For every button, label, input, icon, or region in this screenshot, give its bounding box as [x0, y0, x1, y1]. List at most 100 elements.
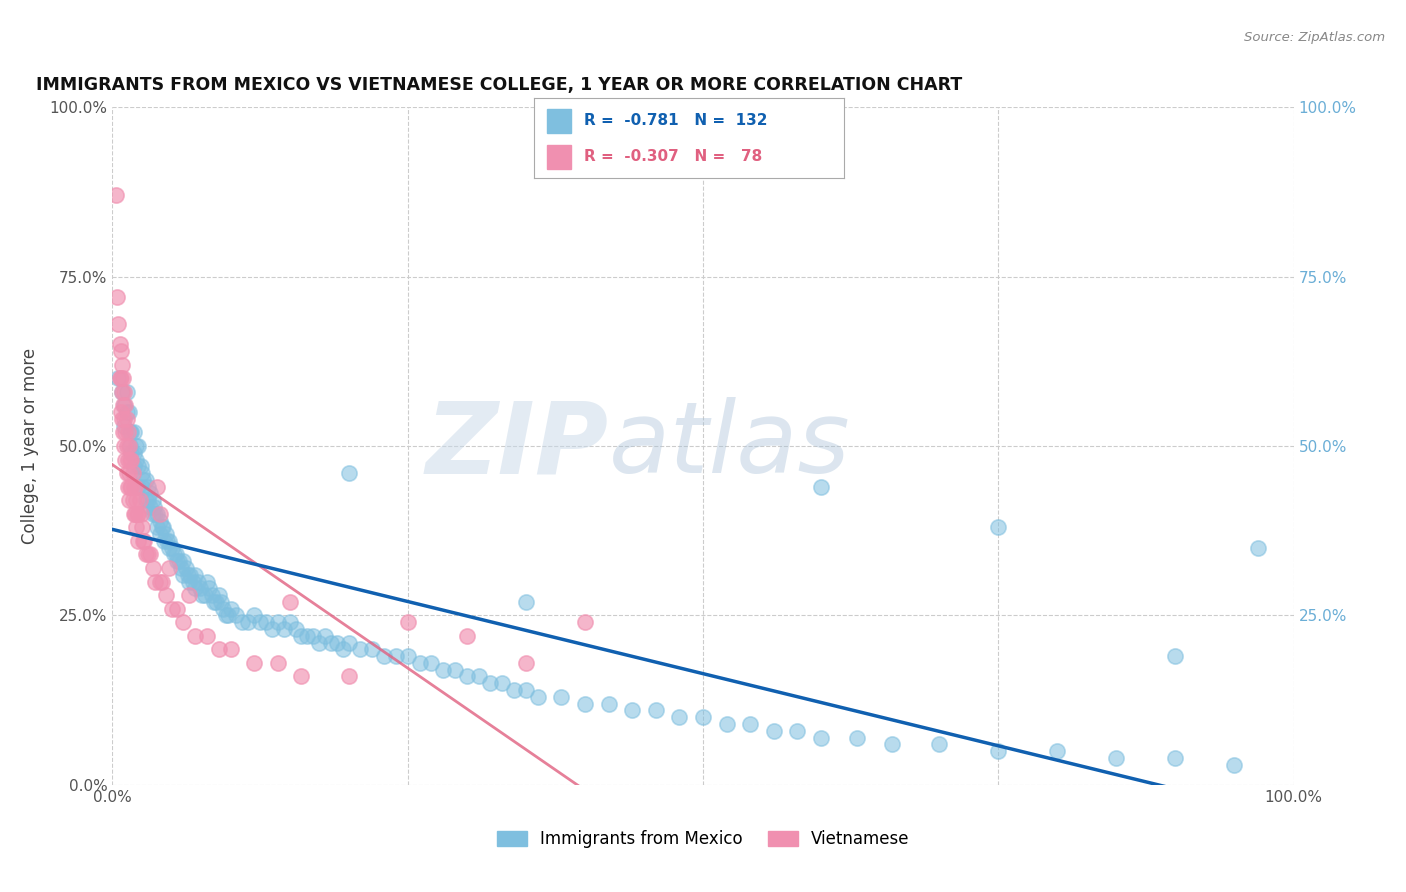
Point [121, 493, 143, 508]
Point [987, 520, 1010, 534]
Point [188, 582, 211, 596]
Point [157, 561, 180, 575]
Point [149, 574, 172, 589]
Point [146, 520, 169, 534]
Point [118, 439, 141, 453]
Point [644, 703, 666, 717]
Point [249, 615, 271, 630]
Point [420, 656, 443, 670]
Point [267, 656, 290, 670]
Point [160, 541, 183, 555]
Point [479, 676, 502, 690]
Point [122, 459, 145, 474]
Point [135, 473, 157, 487]
Point [515, 683, 537, 698]
Point [129, 459, 152, 474]
Point [297, 629, 319, 643]
Point [120, 480, 142, 494]
Point [165, 548, 187, 562]
Point [621, 703, 644, 717]
Point [111, 384, 134, 399]
Point [128, 493, 150, 508]
Point [278, 595, 301, 609]
Point [135, 548, 157, 562]
Point [444, 663, 467, 677]
Point [1247, 541, 1270, 555]
Point [120, 452, 142, 467]
Point [191, 588, 214, 602]
Point [503, 683, 526, 698]
Point [278, 615, 301, 630]
Point [107, 371, 129, 385]
Point [136, 493, 159, 508]
Point [209, 595, 232, 609]
Point [550, 690, 572, 704]
Point [179, 588, 201, 602]
Point [117, 425, 139, 440]
Point [105, 188, 128, 202]
Point [111, 358, 134, 372]
Point [179, 567, 201, 582]
Point [515, 656, 537, 670]
Point [117, 480, 139, 494]
Point [215, 608, 238, 623]
Point [125, 520, 148, 534]
Point [118, 466, 141, 480]
Point [987, 744, 1010, 758]
Point [219, 642, 242, 657]
Text: atlas: atlas [609, 398, 851, 494]
Text: ZIP: ZIP [426, 398, 609, 494]
Point [373, 649, 395, 664]
Point [149, 527, 172, 541]
Point [810, 731, 832, 745]
Point [456, 669, 478, 683]
Point [308, 635, 330, 649]
Point [361, 642, 384, 657]
Point [1164, 649, 1187, 664]
Point [166, 601, 188, 615]
Point [198, 582, 221, 596]
Point [127, 533, 149, 548]
Point [142, 493, 165, 508]
Point [810, 480, 832, 494]
Bar [547, 109, 571, 133]
Point [142, 507, 165, 521]
Point [186, 574, 208, 589]
Point [337, 635, 360, 649]
Point [121, 466, 143, 480]
Point [219, 601, 242, 615]
Point [1164, 751, 1187, 765]
Point [139, 486, 162, 500]
Point [740, 717, 762, 731]
Point [880, 737, 903, 751]
Point [142, 561, 165, 575]
Point [385, 649, 408, 664]
Point [122, 480, 145, 494]
Point [131, 520, 153, 534]
Point [314, 629, 336, 643]
Point [155, 588, 177, 602]
Point [149, 514, 172, 528]
Point [115, 384, 138, 399]
Point [157, 533, 180, 548]
Point [136, 480, 159, 494]
Point [408, 656, 430, 670]
Point [120, 439, 142, 453]
Point [201, 588, 224, 602]
Point [195, 574, 218, 589]
Point [122, 507, 145, 521]
Point [110, 371, 132, 385]
Point [115, 412, 138, 426]
Point [349, 642, 371, 657]
Point [143, 574, 166, 589]
Point [598, 697, 620, 711]
Point [1105, 751, 1128, 765]
Point [111, 412, 134, 426]
Point [574, 697, 596, 711]
Point [157, 541, 180, 555]
Point [134, 533, 156, 548]
Point [337, 466, 360, 480]
Point [267, 615, 290, 630]
Point [526, 690, 548, 704]
Point [195, 629, 218, 643]
